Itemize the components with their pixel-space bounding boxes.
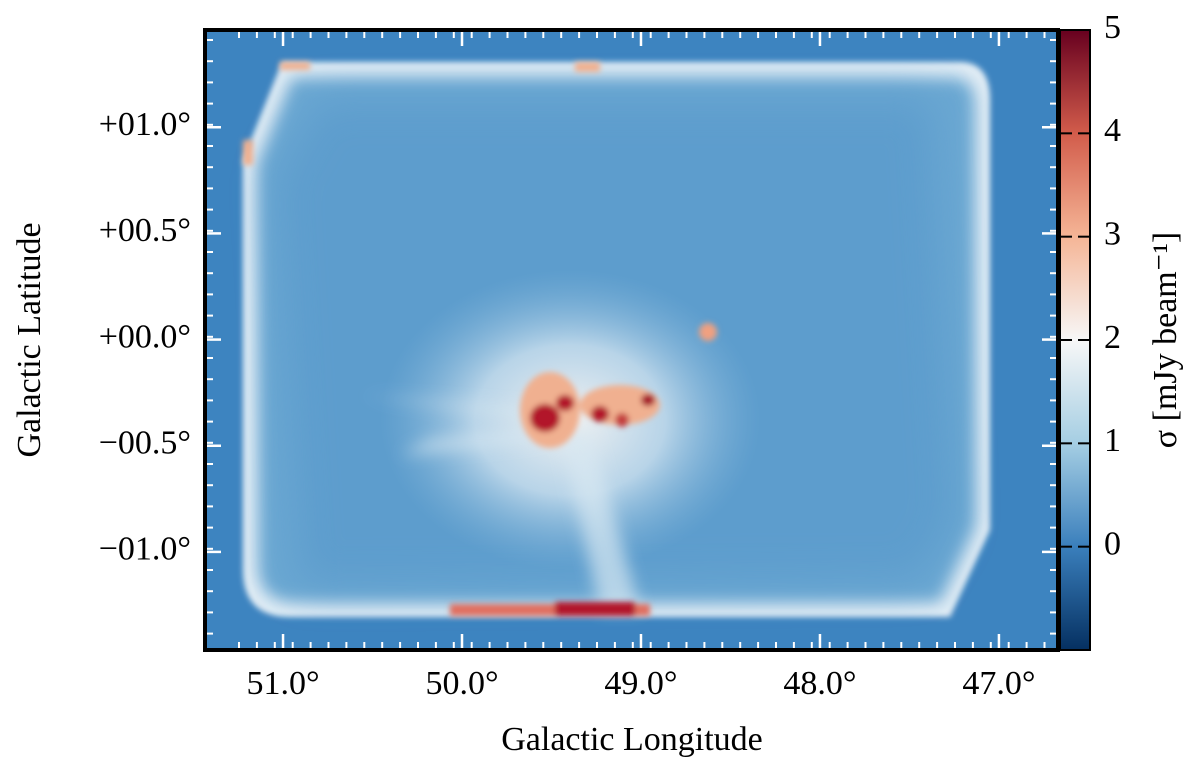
colorbar-label: σ [mJy beam⁻¹]: [1147, 232, 1184, 448]
plot-frame: [203, 28, 1060, 652]
image: [205, 30, 1058, 650]
x-axis-label: Galactic Longitude: [501, 721, 763, 758]
colorbar-tick-label: 0: [1104, 525, 1121, 562]
colorbar-tick-label: 5: [1104, 9, 1121, 46]
y-tick-label: −00.5°: [99, 425, 191, 462]
y-tick-label: −01.0°: [99, 531, 191, 568]
colorbar-tick-label: 1: [1104, 422, 1121, 459]
colorbar-tick-label: 4: [1104, 112, 1121, 149]
x-tick-label: 49.0°: [604, 665, 677, 702]
y-axis-label: Galactic Latitude: [11, 222, 48, 457]
x-tick-label: 51.0°: [246, 665, 319, 702]
x-tick-label: 47.0°: [962, 665, 1035, 702]
x-tick-label: 48.0°: [783, 665, 856, 702]
y-tick-label: +00.5°: [99, 212, 191, 249]
y-tick-label: +01.0°: [99, 106, 191, 143]
x-tick-label: 50.0°: [425, 665, 498, 702]
y-tick-label: +00.0°: [99, 318, 191, 355]
colorbar-tick-label: 2: [1104, 319, 1121, 356]
colorbar-tick-label: 3: [1104, 215, 1121, 252]
